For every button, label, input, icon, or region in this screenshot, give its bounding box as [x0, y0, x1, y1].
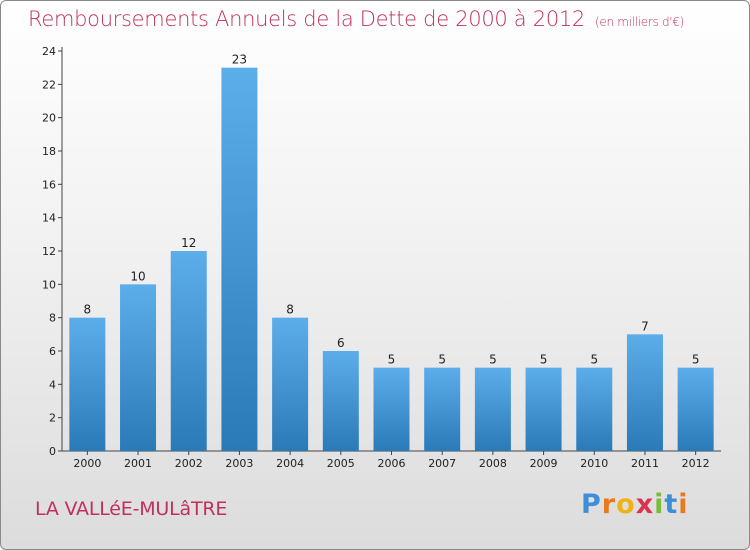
y-tick-label: 4	[49, 378, 56, 391]
bar	[322, 351, 359, 451]
y-tick-label: 16	[42, 178, 56, 191]
bar	[170, 251, 207, 451]
y-tick-label: 20	[42, 112, 56, 125]
x-tick-label: 2002	[175, 457, 203, 470]
chart-title: Remboursements Annuels de la Dette de 20…	[28, 7, 684, 31]
bar-value-label: 7	[641, 319, 649, 333]
proxiti-logo[interactable]: Proxiti	[581, 489, 689, 520]
bar-value-label: 6	[337, 336, 345, 350]
logo-letter: x	[635, 489, 655, 520]
bar-value-label: 23	[232, 53, 247, 67]
bar-value-label: 5	[388, 353, 396, 367]
bar-value-label: 5	[489, 353, 497, 367]
x-tick-label: 2003	[225, 457, 253, 470]
y-tick-label: 2	[49, 412, 56, 425]
x-tick-label: 2008	[479, 457, 507, 470]
bar	[221, 67, 258, 452]
bar	[120, 284, 157, 451]
bar-value-label: 12	[181, 236, 196, 250]
logo-letter: r	[601, 489, 617, 520]
x-tick-label: 2006	[378, 457, 406, 470]
y-tick-label: 12	[42, 245, 56, 258]
x-tick-label: 2010	[580, 457, 608, 470]
x-tick-label: 2009	[530, 457, 558, 470]
bar	[626, 334, 663, 451]
y-tick-label: 22	[42, 78, 56, 91]
bar	[373, 367, 410, 451]
bar	[677, 367, 714, 451]
bar	[272, 317, 309, 451]
bar	[474, 367, 511, 451]
bar	[424, 367, 461, 451]
x-tick-label: 2004	[276, 457, 304, 470]
y-tick-label: 18	[42, 145, 56, 158]
x-tick-label: 2007	[428, 457, 456, 470]
bar-value-label: 8	[286, 303, 294, 317]
y-tick-label: 0	[49, 445, 56, 458]
y-tick-label: 10	[42, 278, 56, 291]
chart-subtitle: (en milliers d'€)	[595, 15, 685, 29]
x-tick-label: 2011	[631, 457, 659, 470]
bar	[576, 367, 613, 451]
y-tick-label: 14	[42, 212, 56, 225]
logo-letter: t	[664, 489, 679, 520]
y-tick-label: 24	[42, 45, 56, 58]
x-tick-label: 2005	[327, 457, 355, 470]
logo-letter: i	[678, 489, 689, 520]
x-tick-label: 2000	[73, 457, 101, 470]
bar-value-label: 5	[540, 353, 548, 367]
bar	[525, 367, 562, 451]
bar-value-label: 8	[84, 303, 92, 317]
logo-letter: i	[654, 489, 665, 520]
commune-name: LA VALLéE-MULâTRE	[35, 498, 228, 520]
bar	[69, 317, 106, 451]
x-tick-label: 2012	[682, 457, 710, 470]
bar-value-label: 5	[692, 353, 700, 367]
y-tick-label: 8	[49, 312, 56, 325]
bar-value-label: 5	[438, 353, 446, 367]
y-tick-label: 6	[49, 345, 56, 358]
bar-value-label: 10	[130, 269, 145, 283]
x-tick-label: 2001	[124, 457, 152, 470]
chart-title-text: Remboursements Annuels de la Dette de 20…	[28, 7, 585, 31]
logo-letter: P	[581, 489, 602, 520]
logo-letter: o	[616, 489, 636, 520]
bar-value-label: 5	[590, 353, 598, 367]
